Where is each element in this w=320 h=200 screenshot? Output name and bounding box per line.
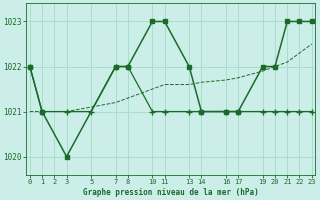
X-axis label: Graphe pression niveau de la mer (hPa): Graphe pression niveau de la mer (hPa) bbox=[83, 188, 259, 197]
